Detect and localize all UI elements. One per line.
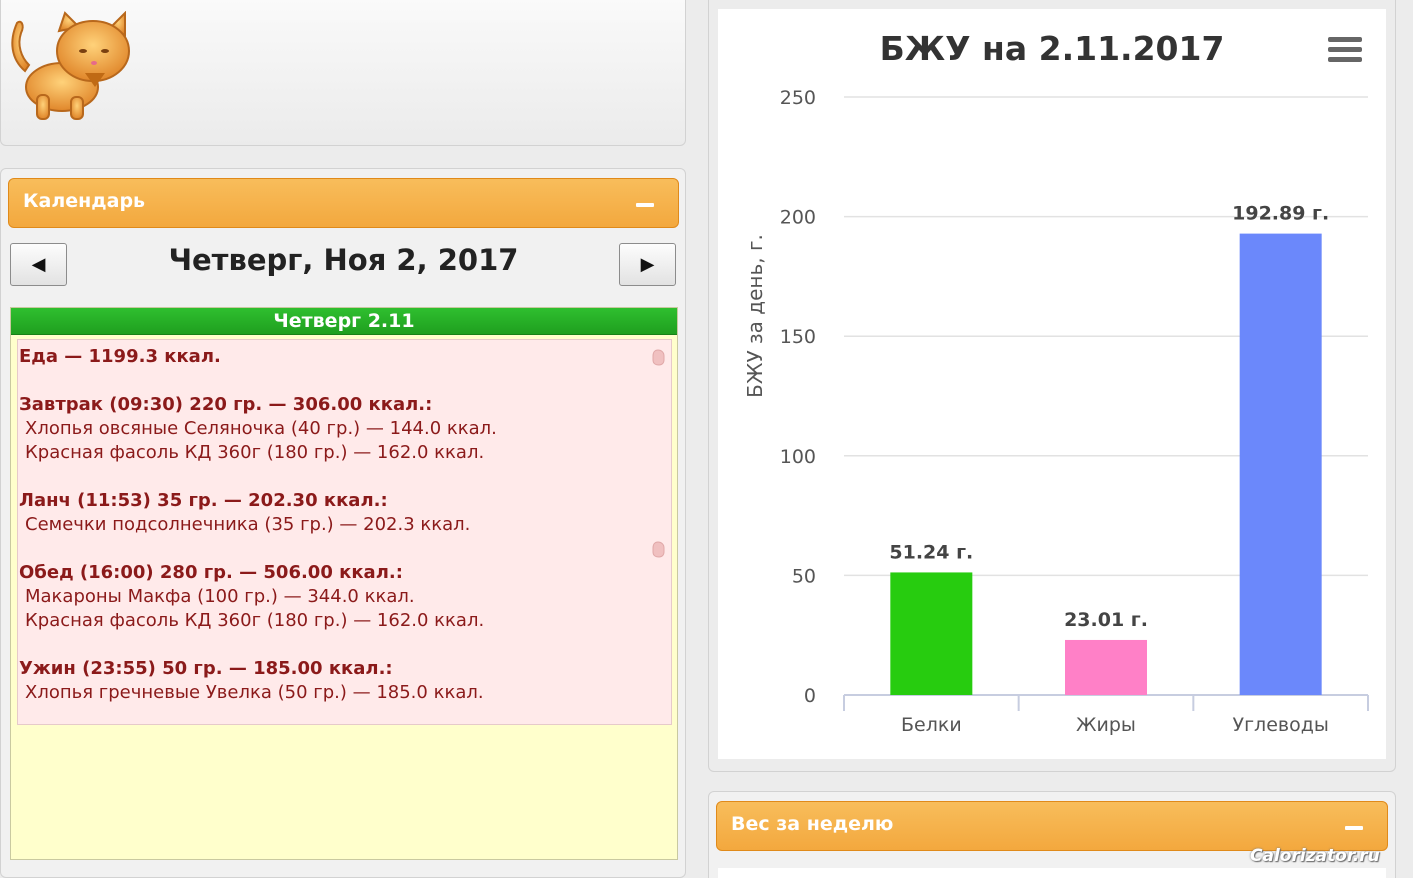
food-item: Красная фасоль КД 360г (180 гр.) — 162.0… bbox=[25, 442, 485, 463]
cat-logo-icon bbox=[11, 11, 130, 120]
chart-canvas: 0 50 100 150 200 250 БЖУ за день, г. 51.24 г. Бе… bbox=[743, 87, 1369, 736]
y-tick-label: 200 bbox=[780, 207, 816, 229]
weight-title: Вес за неделю bbox=[731, 813, 894, 835]
prev-day-button[interactable]: ◀ bbox=[10, 243, 67, 286]
logo-panel bbox=[0, 0, 686, 146]
arrow-left-icon: ◀ bbox=[31, 254, 46, 275]
y-tick-label: 250 bbox=[780, 87, 816, 109]
chart-menu-icon[interactable] bbox=[1328, 37, 1362, 63]
entry-gap bbox=[18, 633, 671, 657]
x-tick-label: Белки bbox=[901, 714, 962, 736]
food-item: Макароны Макфа (100 гр.) — 344.0 ккал. bbox=[25, 586, 415, 607]
y-axis-title: БЖУ за день, г. bbox=[743, 234, 767, 398]
entry-gap bbox=[18, 465, 671, 489]
calendar-title: Календарь bbox=[23, 190, 146, 212]
y-tick-label: 0 bbox=[804, 685, 816, 707]
entry-gap bbox=[18, 537, 671, 561]
data-label: 23.01 г. bbox=[1064, 609, 1148, 631]
y-tick-label: 150 bbox=[780, 326, 816, 348]
bar-Жиры bbox=[1065, 639, 1147, 695]
calendar-date: Четверг, Ноя 2, 2017 bbox=[168, 243, 519, 277]
collapse-calendar-icon[interactable] bbox=[636, 203, 654, 207]
bar-Углеводы bbox=[1239, 233, 1322, 695]
y-tick-label: 100 bbox=[780, 446, 816, 468]
meal-summary: Обед (16:00) 280 гр. — 506.00 ккал.: bbox=[19, 562, 403, 583]
chart-title: БЖУ на 2.11.2017 bbox=[879, 29, 1225, 68]
x-tick-label: Жиры bbox=[1076, 714, 1136, 736]
calendar-panel: Календарь ◀ Четверг, Ноя 2, 2017 ▶ Четве… bbox=[0, 168, 686, 878]
bar-Белки bbox=[890, 572, 973, 695]
macros-chart: БЖУ на 2.11.2017 0 50 100 150 200 250 БЖУ за д… bbox=[718, 9, 1386, 759]
watermark: Calorizator.ru bbox=[1250, 846, 1380, 866]
x-tick-label: Углеводы bbox=[1232, 714, 1328, 736]
meal-summary: Завтрак (09:30) 220 гр. — 306.00 ккал.: bbox=[19, 394, 433, 415]
food-item: Красная фасоль КД 360г (180 гр.) — 162.0… bbox=[25, 610, 485, 631]
hand-pointer-icon[interactable] bbox=[649, 346, 667, 366]
food-item: Хлопья гречневые Увелка (50 гр.) — 185.0… bbox=[25, 682, 484, 703]
hand-pointer-icon[interactable] bbox=[649, 538, 667, 558]
y-tick-label: 50 bbox=[792, 565, 816, 587]
meal-summary: Еда — 1199.3 ккал. bbox=[19, 346, 221, 367]
meal-summary: Ланч (11:53) 35 гр. — 202.30 ккал.: bbox=[19, 490, 388, 511]
food-item: Семечки подсолнечника (35 гр.) — 202.3 к… bbox=[25, 514, 471, 535]
day-header[interactable]: Четверг 2.11 bbox=[11, 308, 677, 335]
food-item: Хлопья овсяные Селяночка (40 гр.) — 144.… bbox=[25, 418, 497, 439]
data-label: 51.24 г. bbox=[889, 541, 973, 563]
meal-summary: Ужин (23:55) 50 гр. — 185.00 ккал.: bbox=[19, 658, 393, 679]
arrow-right-icon: ▶ bbox=[640, 254, 655, 275]
data-label: 192.89 г. bbox=[1232, 203, 1329, 225]
collapse-weight-icon[interactable] bbox=[1345, 826, 1363, 830]
weight-content bbox=[718, 868, 1386, 878]
next-day-button[interactable]: ▶ bbox=[619, 243, 676, 286]
calendar-header[interactable]: Календарь bbox=[8, 178, 679, 228]
day-box: Четверг 2.11 Еда — 1199.3 ккал. Завтрак (… bbox=[10, 307, 678, 860]
food-entries: Еда — 1199.3 ккал. Завтрак (09:30) 220 гр… bbox=[17, 339, 672, 725]
entry-gap bbox=[18, 369, 671, 393]
weight-header[interactable]: Вес за неделю bbox=[716, 801, 1388, 851]
